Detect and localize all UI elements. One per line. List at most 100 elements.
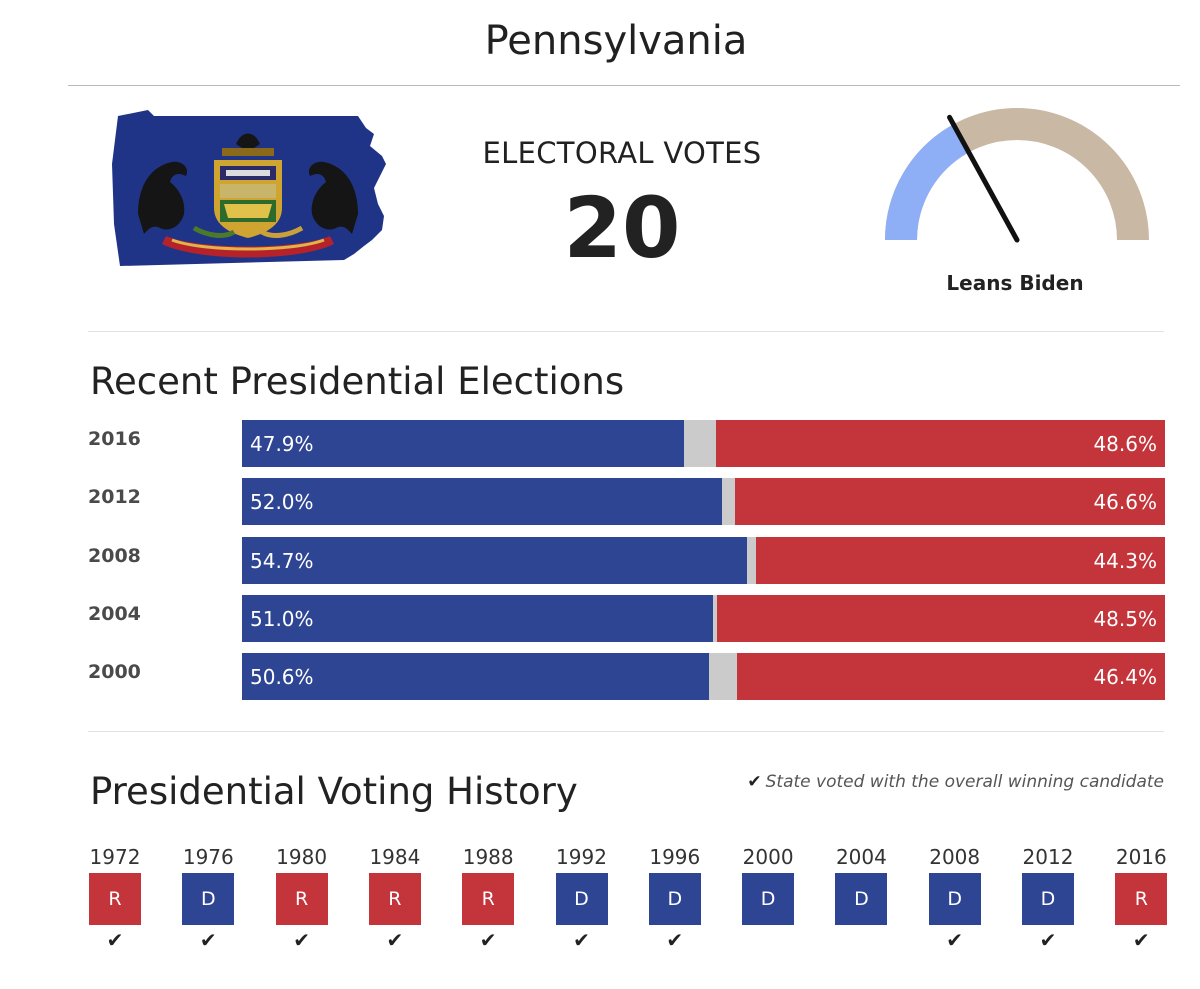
history-year: 1980 (276, 845, 328, 869)
dem-bar (242, 420, 685, 467)
election-row: 2008 54.7% 44.3% (88, 536, 1165, 584)
history-year: 1988 (462, 845, 514, 869)
history-item: 2000 D (741, 843, 795, 955)
history-year: 2008 (929, 845, 981, 869)
dem-pct-label: 52.0% (250, 490, 314, 515)
party-badge: R (368, 873, 421, 925)
history-item: 2016 R ✔ (1114, 843, 1168, 955)
history-year: 2004 (835, 845, 887, 869)
election-year-label: 2008 (88, 544, 141, 567)
history-item: 1988 R ✔ (461, 843, 515, 955)
section-divider (88, 731, 1164, 732)
history-year: 1976 (182, 845, 234, 869)
electoral-votes-label: ELECTORAL VOTES (482, 136, 762, 170)
dem-bar (242, 536, 747, 584)
pennsylvania-flag-icon (112, 110, 386, 266)
check-icon: ✔ (106, 928, 124, 952)
election-row: 2012 52.0% 46.6% (88, 478, 1165, 526)
recent-elections-title: Recent Presidential Elections (90, 360, 625, 403)
voting-history-legend: ✔ State voted with the overall winning ca… (747, 772, 1164, 792)
rep-bar (736, 653, 1165, 701)
election-row: 2004 51.0% 48.5% (88, 594, 1165, 642)
voting-history-list: 1972 R ✔ 1976 D ✔ 1980 R ✔ 1984 R ✔ 1988 R ✔ 1992 D ✔ 1996… (88, 843, 1168, 963)
party-badge: D (1022, 873, 1074, 925)
election-year-label: 2012 (88, 486, 141, 509)
party-badge: R (275, 873, 328, 925)
state-flag-map (108, 104, 388, 270)
history-item: 1992 D ✔ (555, 843, 609, 955)
history-item: 2012 D ✔ (1021, 843, 1075, 955)
lean-label: Leans Biden (946, 271, 1084, 295)
election-bar: 52.0% 46.6% (242, 478, 1165, 526)
election-year-label: 2016 (88, 428, 141, 450)
election-bar: 50.6% 46.4% (242, 653, 1165, 701)
dem-pct-label: 50.6% (250, 665, 314, 690)
party-badge: D (648, 873, 701, 925)
dem-pct-label: 51.0% (250, 606, 314, 631)
history-year: 1972 (89, 845, 141, 869)
electoral-votes-value: 20 (563, 179, 681, 277)
rep-pct-label: 46.6% (1093, 490, 1157, 515)
check-icon: ✔ (293, 928, 310, 952)
lean-gauge (885, 108, 1149, 243)
rep-bar (756, 536, 1165, 584)
gauge-dem-arc (885, 124, 970, 241)
check-icon: ✔ (1039, 928, 1057, 952)
dem-bar (242, 594, 713, 642)
history-year: 1992 (556, 845, 607, 869)
history-year: 1996 (649, 845, 701, 869)
election-row: 2000 50.6% 46.4% (88, 653, 1165, 701)
party-badge: D (182, 873, 235, 925)
party-badge: D (742, 873, 795, 925)
rep-pct-label: 44.3% (1093, 548, 1157, 573)
party-badge: D (835, 873, 888, 925)
section-divider (88, 331, 1164, 332)
dem-pct-label: 47.9% (250, 432, 314, 456)
check-icon: ✔ (747, 772, 762, 792)
check-icon: ✔ (573, 928, 590, 952)
check-icon (741, 925, 795, 955)
history-item: 2008 D ✔ (928, 843, 982, 955)
election-year-label: 2000 (88, 661, 141, 684)
history-item: 1984 R ✔ (368, 843, 422, 955)
history-year: 1984 (369, 845, 421, 869)
voting-history-title: Presidential Voting History (90, 770, 578, 813)
check-icon: ✔ (386, 928, 404, 952)
dem-bar (242, 653, 710, 701)
dem-pct-label: 54.7% (250, 548, 314, 573)
history-item: 1980 R ✔ (275, 843, 329, 955)
party-badge: R (462, 873, 515, 925)
rep-pct-label: 48.5% (1093, 606, 1157, 631)
legend-text: State voted with the overall winning can… (765, 772, 1164, 792)
history-year: 2016 (1115, 845, 1167, 869)
history-year: 2012 (1022, 845, 1074, 869)
check-icon: ✔ (666, 928, 684, 952)
history-item: 1972 R ✔ (88, 843, 142, 955)
rep-bar (717, 594, 1165, 642)
rep-pct-label: 46.4% (1093, 665, 1157, 690)
dem-bar (242, 478, 722, 526)
election-row: 2016 47.9% 48.6% (88, 420, 1165, 467)
rep-bar (716, 420, 1165, 467)
election-bar: 47.9% 48.6% (242, 420, 1165, 467)
gauge-needle (947, 114, 1020, 243)
rep-bar (734, 478, 1165, 526)
election-year-label: 2004 (88, 602, 141, 625)
election-bar: 51.0% 48.5% (242, 594, 1165, 642)
party-badge: D (928, 873, 981, 925)
rep-pct-label: 48.6% (1093, 432, 1157, 456)
party-badge: R (89, 873, 141, 925)
history-item: 1976 D ✔ (181, 843, 235, 955)
check-icon: ✔ (946, 928, 964, 952)
history-year: 2000 (742, 845, 794, 869)
check-icon (834, 925, 888, 955)
title-divider (68, 85, 1180, 86)
page-title: Pennsylvania (484, 18, 748, 64)
history-item: 2004 D (834, 843, 888, 955)
party-badge: D (555, 873, 608, 925)
check-icon: ✔ (1132, 928, 1150, 952)
election-bar: 54.7% 44.3% (242, 536, 1165, 584)
check-icon: ✔ (199, 928, 217, 952)
check-icon: ✔ (479, 928, 497, 952)
recent-elections-chart: 2016 47.9% 48.6% 2012 52.0% 46.6% 2008 54.7% 44.… (88, 420, 1165, 711)
